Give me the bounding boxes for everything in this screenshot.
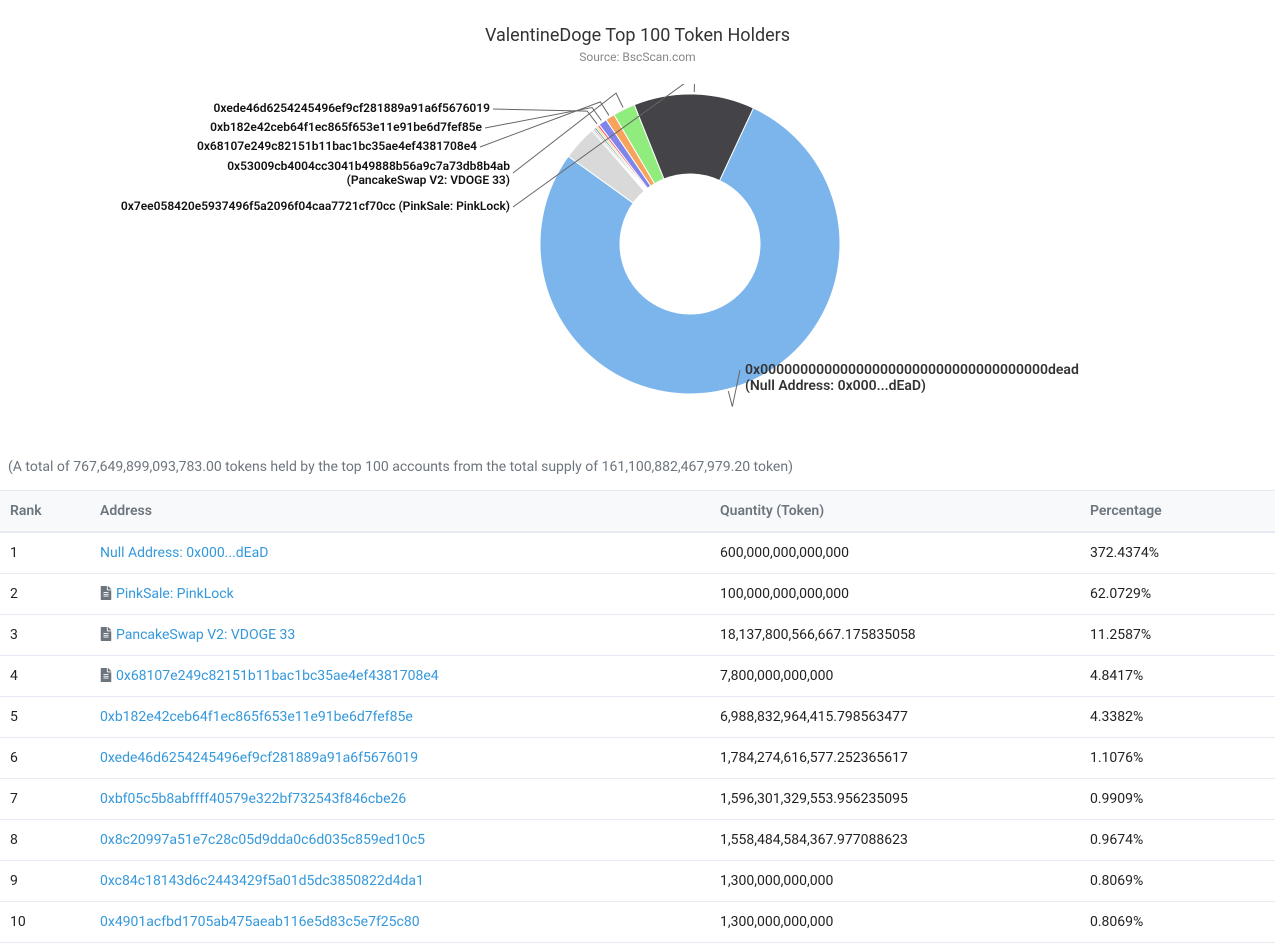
table-row: 5 0xb182e42ceb64f1ec865f653e11e91be6d7fef… — [0, 697, 1275, 738]
address-link[interactable]: 0xbf05c5b8abffff40579e322bf732543f846cbe… — [100, 791, 406, 807]
cell-address: 0x8c20997a51e7c28c05d9dda0c6d035c859ed10… — [90, 820, 710, 861]
cell-rank: 3 — [0, 615, 90, 656]
address-link[interactable]: 0xc84c18143d6c2443429f5a01d5dc3850822d4d… — [100, 873, 424, 889]
chart-title: ValentineDoge Top 100 Token Holders — [0, 25, 1275, 46]
donut-chart: 0x000000000000000000000000000000000000de… — [0, 84, 1275, 434]
address-link[interactable]: PinkSale: PinkLock — [116, 586, 234, 602]
cell-address: PancakeSwap V2: VDOGE 33 — [90, 615, 710, 656]
address-link[interactable]: 0xb182e42ceb64f1ec865f653e11e91be6d7fef8… — [100, 709, 413, 725]
cell-address: 0x4901acfbd1705ab475aeab116e5d83c5e7f25c… — [90, 902, 710, 943]
cell-rank: 8 — [0, 820, 90, 861]
address-link[interactable]: 0xede46d6254245496ef9cf281889a91a6f56760… — [100, 750, 418, 766]
cell-percentage: 62.0729% — [1080, 574, 1275, 615]
table-row: 7 0xbf05c5b8abffff40579e322bf732543f846cb… — [0, 779, 1275, 820]
cell-quantity: 1,300,000,000,000 — [710, 861, 1080, 902]
cell-address: 0xede46d6254245496ef9cf281889a91a6f56760… — [90, 738, 710, 779]
cell-address: 0xbf05c5b8abffff40579e322bf732543f846cbe… — [90, 779, 710, 820]
slice-label-5: 0xb182e42ceb64f1ec865f653e11e91be6d7fef8… — [210, 120, 482, 134]
cell-rank: 1 — [0, 532, 90, 574]
slice-label-pinklock: 0x7ee058420e5937496f5a2096f04caa7721cf70… — [121, 199, 510, 213]
cell-quantity: 7,800,000,000,000 — [710, 656, 1080, 697]
holders-table: Rank Address Quantity (Token) Percentage… — [0, 490, 1275, 943]
cell-rank: 10 — [0, 902, 90, 943]
cell-rank: 9 — [0, 861, 90, 902]
col-percentage: Percentage — [1080, 491, 1275, 533]
contract-icon — [100, 627, 112, 641]
address-link[interactable]: 0x4901acfbd1705ab475aeab116e5d83c5e7f25c… — [100, 914, 420, 930]
contract-icon — [100, 668, 112, 682]
cell-rank: 5 — [0, 697, 90, 738]
slice-label-6: 0xede46d6254245496ef9cf281889a91a6f56760… — [214, 101, 490, 115]
cell-percentage: 0.8069% — [1080, 902, 1275, 943]
summary-text: (A total of 767,649,899,093,783.00 token… — [0, 449, 1275, 490]
table-row: 8 0x8c20997a51e7c28c05d9dda0c6d035c859ed1… — [0, 820, 1275, 861]
table-row: 10 0x4901acfbd1705ab475aeab116e5d83c5e7f2… — [0, 902, 1275, 943]
cell-address: 0xc84c18143d6c2443429f5a01d5dc3850822d4d… — [90, 861, 710, 902]
chart-area: ValentineDoge Top 100 Token Holders Sour… — [0, 0, 1275, 449]
cell-percentage: 0.8069% — [1080, 861, 1275, 902]
cell-percentage: 0.9909% — [1080, 779, 1275, 820]
address-link[interactable]: PancakeSwap V2: VDOGE 33 — [116, 627, 295, 643]
cell-percentage: 4.3382% — [1080, 697, 1275, 738]
address-link[interactable]: 0x68107e249c82151b11bac1bc35ae4ef4381708… — [116, 668, 439, 684]
cell-percentage: 0.9674% — [1080, 820, 1275, 861]
donut-svg — [540, 94, 840, 394]
cell-quantity: 1,596,301,329,553.956235095 — [710, 779, 1080, 820]
col-rank: Rank — [0, 491, 90, 533]
cell-rank: 4 — [0, 656, 90, 697]
chart-subtitle: Source: BscScan.com — [0, 50, 1275, 64]
cell-rank: 7 — [0, 779, 90, 820]
table-row: 1 Null Address: 0x000...dEaD 600,000,000,0… — [0, 532, 1275, 574]
contract-icon — [100, 586, 112, 600]
col-quantity: Quantity (Token) — [710, 491, 1080, 533]
cell-address: PinkSale: PinkLock — [90, 574, 710, 615]
cell-address: 0x68107e249c82151b11bac1bc35ae4ef4381708… — [90, 656, 710, 697]
cell-quantity: 1,558,484,584,367.977088623 — [710, 820, 1080, 861]
table-row: 6 0xede46d6254245496ef9cf281889a91a6f5676… — [0, 738, 1275, 779]
cell-quantity: 18,137,800,566,667.175835058 — [710, 615, 1080, 656]
table-header-row: Rank Address Quantity (Token) Percentage — [0, 491, 1275, 533]
cell-percentage: 372.4374% — [1080, 532, 1275, 574]
cell-address: Null Address: 0x000...dEaD — [90, 532, 710, 574]
cell-rank: 2 — [0, 574, 90, 615]
cell-quantity: 100,000,000,000,000 — [710, 574, 1080, 615]
cell-percentage: 4.8417% — [1080, 656, 1275, 697]
address-link[interactable]: Null Address: 0x000...dEaD — [100, 545, 268, 561]
cell-quantity: 1,300,000,000,000 — [710, 902, 1080, 943]
table-row: 4 0x68107e249c82151b11bac1bc35ae4ef438170… — [0, 656, 1275, 697]
table-row: 3 PancakeSwap V2: VDOGE 33 18,137,800,566,… — [0, 615, 1275, 656]
slice-label-4: 0x68107e249c82151b11bac1bc35ae4ef4381708… — [197, 139, 477, 153]
cell-rank: 6 — [0, 738, 90, 779]
cell-percentage: 11.2587% — [1080, 615, 1275, 656]
cell-quantity: 600,000,000,000,000 — [710, 532, 1080, 574]
cell-percentage: 1.1076% — [1080, 738, 1275, 779]
slice-label-pancake: 0x53009cb4004cc3041b49888b56a9c7a73db8b4… — [227, 159, 510, 187]
table-row: 2 PinkSale: PinkLock 100,000,000,000,00062… — [0, 574, 1275, 615]
cell-quantity: 1,784,274,616,577.252365617 — [710, 738, 1080, 779]
address-link[interactable]: 0x8c20997a51e7c28c05d9dda0c6d035c859ed10… — [100, 832, 425, 848]
slice-label-main: 0x000000000000000000000000000000000000de… — [745, 362, 1079, 394]
cell-address: 0xb182e42ceb64f1ec865f653e11e91be6d7fef8… — [90, 697, 710, 738]
table-row: 9 0xc84c18143d6c2443429f5a01d5dc3850822d4… — [0, 861, 1275, 902]
cell-quantity: 6,988,832,964,415.798563477 — [710, 697, 1080, 738]
col-address: Address — [90, 491, 710, 533]
